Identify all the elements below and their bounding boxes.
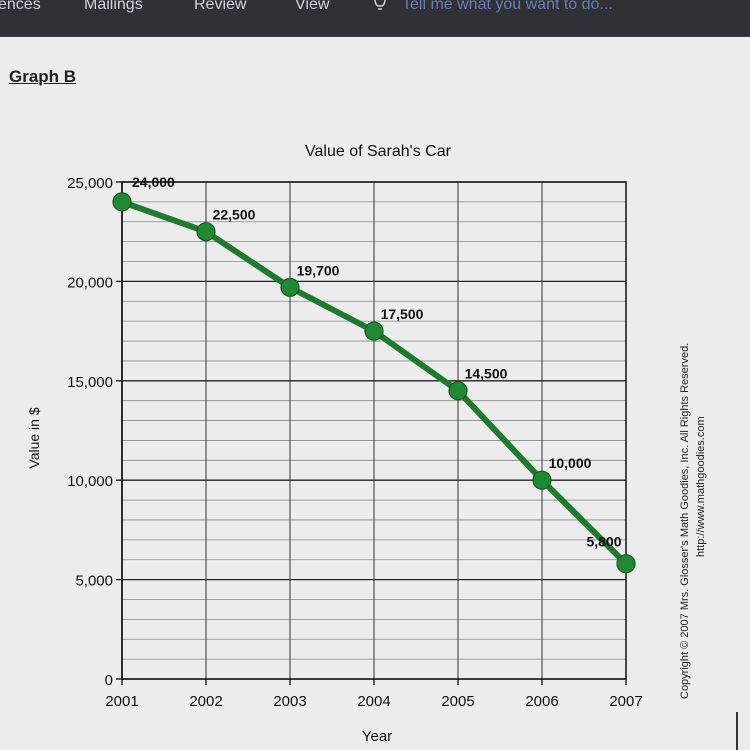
copyright-notice: Copyright © 2007 Mrs. Glosser's Math Goo… <box>679 343 707 699</box>
copyright-url: http://www.mathgoodies.com <box>695 416 707 557</box>
data-label: 5,800 <box>586 534 621 550</box>
lightbulb-icon <box>374 0 386 10</box>
data-label: 19,700 <box>297 262 340 278</box>
tab-view[interactable]: View <box>295 0 330 13</box>
data-label: 24,000 <box>132 174 175 190</box>
copyright-text: Copyright © 2007 Mrs. Glosser's Math Goo… <box>679 343 691 699</box>
y-tick-label: 0 <box>105 672 113 689</box>
page-edge <box>736 712 738 750</box>
x-tick-label: 2006 <box>525 693 558 710</box>
x-tick-label: 2004 <box>357 693 390 710</box>
document-heading: Graph B <box>9 67 77 86</box>
x-tick-label: 2007 <box>609 693 642 710</box>
data-point-marker <box>448 381 468 401</box>
data-point-marker <box>364 321 384 341</box>
data-point-marker <box>532 470 552 490</box>
tab-references[interactable]: ences <box>0 0 41 13</box>
y-tick-label: 10,000 <box>67 473 113 490</box>
tab-review[interactable]: Review <box>194 0 247 13</box>
x-tick-label: 2001 <box>105 693 138 710</box>
y-tick-label: 20,000 <box>67 274 113 291</box>
data-label: 22,500 <box>213 207 256 223</box>
y-axis-title: Value in $ <box>26 407 42 468</box>
tab-mailings[interactable]: Mailings <box>84 0 143 13</box>
data-label: 10,000 <box>549 455 592 471</box>
data-point-marker <box>196 222 216 242</box>
data-label: 17,500 <box>381 306 424 322</box>
y-tick-label: 15,000 <box>67 374 113 391</box>
x-tick-label: 2003 <box>273 693 306 710</box>
data-point-marker <box>616 554 636 574</box>
chart-title: Value of Sarah's Car <box>305 143 452 160</box>
word-ribbon-tabs: ences Mailings Review View Tell me what … <box>0 0 750 37</box>
tell-me-search[interactable]: Tell me what you want to do... <box>402 0 613 13</box>
data-label: 14,500 <box>465 366 508 382</box>
y-tick-label: 5,000 <box>75 573 113 590</box>
x-tick-label: 2005 <box>441 693 474 710</box>
y-tick-label: 25,000 <box>67 175 113 192</box>
x-tick-label: 2002 <box>189 693 222 710</box>
data-point-marker <box>112 192 132 212</box>
document-page: Graph B Copyright © 2007 Mrs. Glosser's … <box>0 37 750 750</box>
x-axis-title: Year <box>362 728 392 745</box>
data-point-marker <box>280 277 300 297</box>
